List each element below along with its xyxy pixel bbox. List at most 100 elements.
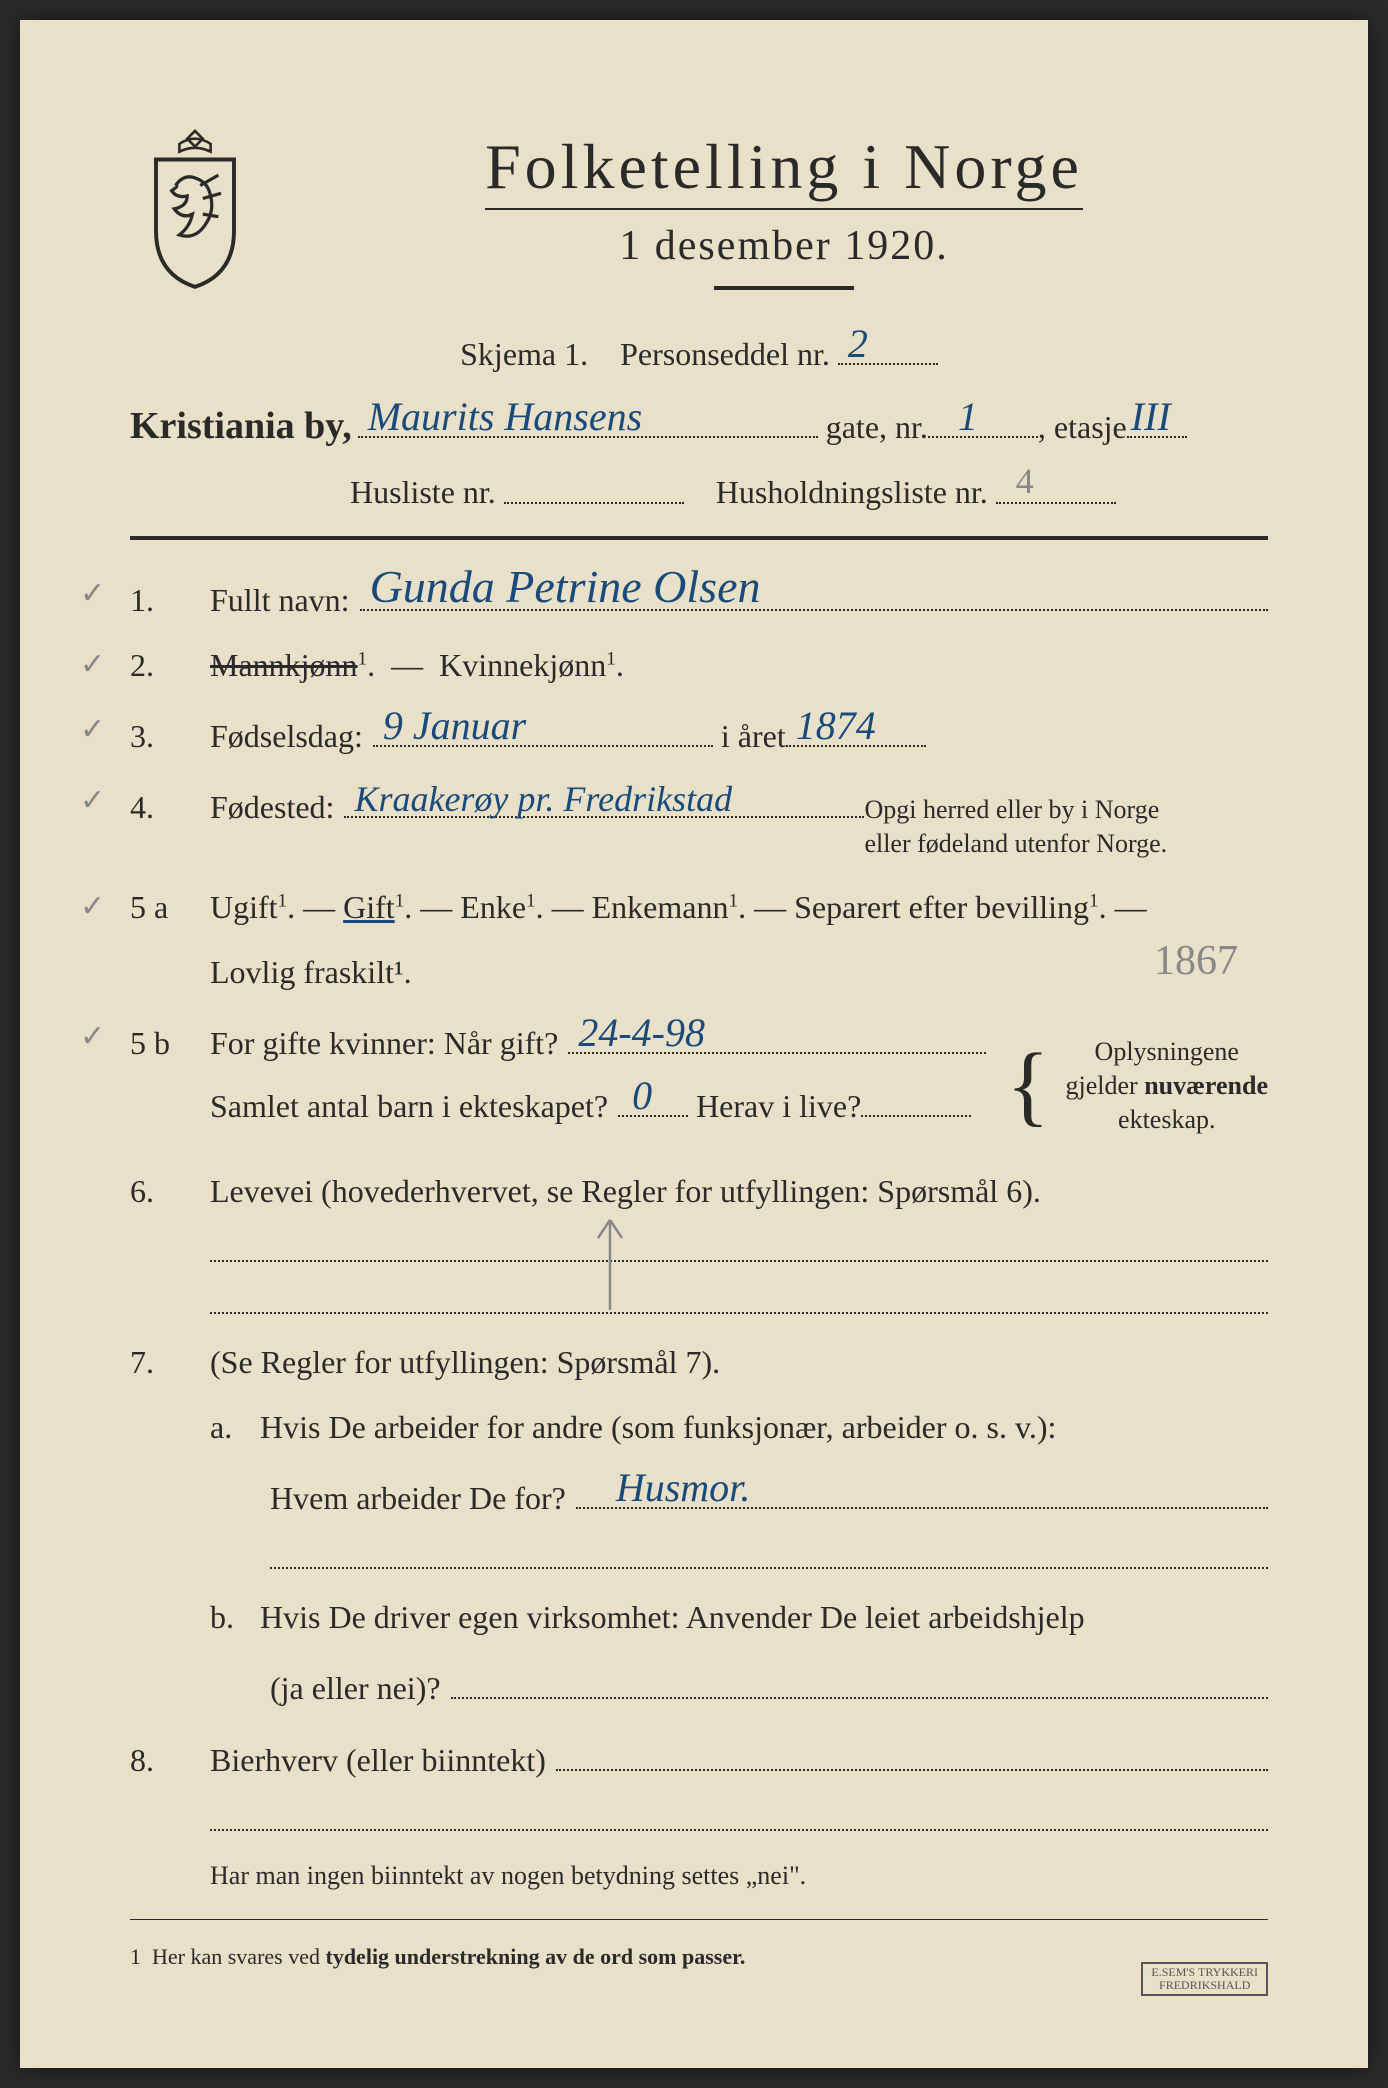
skjema-prefix: Skjema 1. bbox=[460, 336, 588, 372]
q7a-l1: Hvis De arbeider for andre (som funksjon… bbox=[260, 1409, 1056, 1446]
q5b-row2: Samlet antal barn i ekteskapet? 0 Herav … bbox=[130, 1082, 986, 1125]
q4-num: 4. bbox=[130, 789, 210, 826]
q3-label: Fødselsdag: bbox=[210, 718, 363, 755]
q5b-wrap: ✓ 5 b For gifte kvinner: Når gift? 24-4-… bbox=[130, 1019, 1268, 1153]
q7a-l2-value: Husmor. bbox=[616, 1464, 750, 1511]
q3-num: 3. bbox=[130, 718, 210, 755]
check-icon: ✓ bbox=[80, 783, 105, 818]
q5b-l1-value: 24-4-98 bbox=[578, 1009, 705, 1056]
q4-value: Kraakerøy pr. Fredrikstad bbox=[354, 778, 732, 820]
census-form-page: Folketelling i Norge 1 desember 1920. Sk… bbox=[20, 20, 1368, 2068]
husliste-label: Husliste nr. bbox=[350, 475, 496, 511]
q7a-l2-field: Husmor. bbox=[576, 1474, 1268, 1509]
nr-field: 1 bbox=[928, 403, 1038, 438]
footnote: 1 Her kan svares ved tydelig understrekn… bbox=[130, 1944, 1268, 1970]
q4-field: Kraakerøy pr. Fredrikstad bbox=[344, 783, 864, 818]
subtitle: 1 desember 1920. bbox=[300, 222, 1268, 270]
q1-field: Gunda Petrine Olsen bbox=[360, 576, 1268, 611]
city-line: Kristiania by, Maurits Hansens gate, nr.… bbox=[130, 403, 1268, 448]
q3-year-label: i året bbox=[721, 718, 786, 755]
skjema-line: Skjema 1. Personseddel nr. 2 bbox=[130, 330, 1268, 373]
header: Folketelling i Norge 1 desember 1920. bbox=[130, 110, 1268, 320]
coat-of-arms-icon bbox=[130, 120, 260, 290]
etasje-value: III bbox=[1131, 393, 1171, 440]
q3-row: ✓ 3. Fødselsdag: 9 Januar i året 1874 bbox=[130, 712, 1268, 755]
q3-year-value: 1874 bbox=[796, 702, 876, 749]
q5b-l2-label: Samlet antal barn i ekteskapet? bbox=[210, 1088, 608, 1125]
gate-label: gate, bbox=[826, 409, 887, 446]
q6-num: 6. bbox=[130, 1173, 210, 1210]
q7b-row2: (ja eller nei)? bbox=[130, 1664, 1268, 1707]
q8-row: 8. Bierhverv (eller biinntekt) bbox=[130, 1735, 1268, 1778]
q3-day-field: 9 Januar bbox=[373, 712, 713, 747]
husliste-line: Husliste nr. Husholdningsliste nr. 4 bbox=[350, 468, 1268, 511]
title-rule bbox=[714, 286, 854, 290]
q7a-l2-label: Hvem arbeider De for? bbox=[270, 1480, 566, 1517]
check-icon: ✓ bbox=[80, 576, 105, 611]
q4-note: Opgi herred eller by i Norge eller fødel… bbox=[864, 793, 1204, 861]
q7b-l1: Hvis De driver egen virksomhet: Anvender… bbox=[260, 1599, 1085, 1636]
q2-mann: Mannkjønn bbox=[210, 647, 358, 683]
q2-num: 2. bbox=[130, 647, 210, 684]
q8-num: 8. bbox=[130, 1742, 210, 1779]
check-icon: ✓ bbox=[80, 647, 105, 682]
q7a-blank bbox=[270, 1567, 1268, 1569]
q3-day-value: 9 Januar bbox=[383, 702, 526, 749]
q1-num: 1. bbox=[130, 582, 210, 619]
q8-blank bbox=[210, 1829, 1268, 1831]
q8-label: Bierhverv (eller biinntekt) bbox=[210, 1742, 546, 1779]
arrow-icon bbox=[570, 1200, 650, 1320]
q5a-options: Ugift1. — Gift1. — Enke1. — Enkemann1. —… bbox=[210, 889, 1147, 926]
q5b-l1-label: For gifte kvinner: Når gift? bbox=[210, 1025, 558, 1062]
q1-value: Gunda Petrine Olsen bbox=[370, 560, 761, 613]
q1-label: Fullt navn: bbox=[210, 582, 350, 619]
street-value: Maurits Hansens bbox=[368, 393, 642, 440]
q5a-row2: Lovlig fraskilt¹. bbox=[130, 954, 1268, 991]
q7b-l2: (ja eller nei)? bbox=[270, 1670, 441, 1707]
q5a-options2: Lovlig fraskilt¹. bbox=[210, 954, 412, 991]
nr-label: nr. bbox=[895, 409, 928, 446]
street-field: Maurits Hansens bbox=[358, 403, 818, 438]
q6-blank1 bbox=[210, 1260, 1268, 1262]
personseddel-value: 2 bbox=[848, 320, 868, 367]
personseddel-field: 2 bbox=[838, 330, 938, 365]
divider-thin bbox=[130, 1919, 1268, 1920]
husholdning-field: 4 bbox=[996, 468, 1116, 503]
q2-kvinne: Kvinnekjønn bbox=[439, 647, 606, 683]
check-icon: ✓ bbox=[80, 1019, 105, 1054]
check-icon: ✓ bbox=[80, 712, 105, 747]
closing-line: Har man ingen biinntekt av nogen betydni… bbox=[130, 1861, 1268, 1891]
husholdning-label: Husholdningsliste nr. bbox=[716, 475, 988, 511]
divider-thick bbox=[130, 536, 1268, 540]
q5b-brace-text: Oplysningene gjelder nuværende ekteskap. bbox=[1066, 1035, 1268, 1136]
q7-text: (Se Regler for utfyllingen: Spørsmål 7). bbox=[210, 1344, 720, 1381]
q7b-num: b. bbox=[210, 1599, 260, 1636]
nr-value: 1 bbox=[958, 393, 978, 440]
q2-row: ✓ 2. Mannkjønn1. — Kvinnekjønn1. bbox=[130, 647, 1268, 684]
q8-field bbox=[556, 1735, 1268, 1770]
husliste-field bbox=[504, 468, 684, 503]
q5b-l2b-field bbox=[861, 1082, 971, 1117]
closing-text: Har man ingen biinntekt av nogen betydni… bbox=[210, 1861, 806, 1891]
q7a-row1: a. Hvis De arbeider for andre (som funks… bbox=[130, 1409, 1268, 1446]
printer-stamp: E.SEM'S TRYKKERI FREDRIKSHALD bbox=[1141, 1962, 1268, 1996]
city-name: Kristiania by, bbox=[130, 404, 352, 448]
q5b-l2-value: 0 bbox=[632, 1072, 652, 1119]
q5b-l2b-label: Herav i live? bbox=[696, 1088, 861, 1125]
q4-row: ✓ 4. Fødested: Kraakerøy pr. Fredrikstad… bbox=[130, 783, 1268, 861]
etasje-label: , etasje bbox=[1038, 409, 1127, 446]
q5b-brace: { Oplysningene gjelder nuværende ekteska… bbox=[1006, 1035, 1268, 1136]
q7-num: 7. bbox=[130, 1344, 210, 1381]
q5a-num: 5 a bbox=[130, 889, 210, 926]
q6-row: 6. Levevei (hovederhvervet, se Regler fo… bbox=[130, 1173, 1268, 1210]
q6-blank2 bbox=[210, 1312, 1268, 1314]
q5b-num: 5 b bbox=[130, 1025, 210, 1062]
main-title: Folketelling i Norge bbox=[485, 130, 1083, 210]
title-block: Folketelling i Norge 1 desember 1920. bbox=[300, 110, 1268, 320]
q7-row: 7. (Se Regler for utfyllingen: Spørsmål … bbox=[130, 1344, 1268, 1381]
q7a-num: a. bbox=[210, 1409, 260, 1446]
q5a-row: ✓ 5 a Ugift1. — Gift1. — Enke1. — Enkema… bbox=[130, 889, 1268, 926]
q5b-l1-field: 24-4-98 bbox=[568, 1019, 986, 1054]
etasje-field: III bbox=[1127, 403, 1187, 438]
q5b-row1: ✓ 5 b For gifte kvinner: Når gift? 24-4-… bbox=[130, 1019, 986, 1062]
